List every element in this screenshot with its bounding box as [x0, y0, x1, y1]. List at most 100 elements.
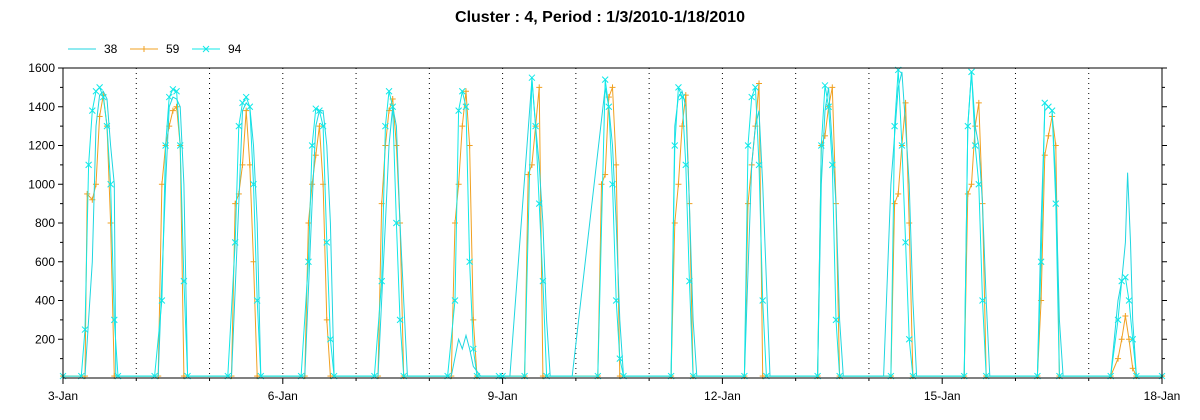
data-point-59	[609, 84, 616, 91]
data-point-59	[455, 181, 462, 188]
data-point-94	[528, 74, 536, 82]
data-point-59	[1045, 132, 1052, 139]
data-point-94	[752, 84, 759, 91]
data-point-59	[158, 181, 165, 188]
plot-frame	[62, 67, 1163, 379]
x-tick-label: 9-Jan	[488, 389, 518, 403]
data-point-94	[455, 107, 462, 114]
data-point-94	[755, 161, 763, 169]
data-point-94	[246, 103, 254, 111]
data-point-59	[598, 181, 605, 188]
data-point-94	[1048, 107, 1056, 114]
data-point-94	[535, 200, 543, 207]
data-point-94	[96, 84, 103, 91]
series-line-38	[84, 71, 1162, 377]
data-point-59	[451, 220, 458, 226]
grid-layer	[135, 68, 1090, 378]
data-point-59	[323, 316, 330, 323]
x-tick-label: 18-Jan	[1144, 389, 1181, 403]
data-point-94	[905, 335, 913, 343]
y-tick-label: 600	[35, 255, 55, 269]
y-tick-label: 1600	[28, 61, 55, 75]
data-point-59	[169, 107, 176, 114]
data-point-94	[759, 297, 767, 304]
data-point-94	[253, 297, 261, 304]
data-point-94	[305, 258, 312, 266]
data-point-59	[895, 190, 902, 197]
data-point-59	[243, 107, 250, 114]
data-point-59	[232, 200, 239, 207]
data-point-94	[393, 219, 400, 227]
data-point-94	[110, 316, 118, 324]
data-point-94	[821, 82, 829, 89]
data-point-94	[466, 258, 473, 266]
y-tick-label: 1000	[28, 177, 55, 191]
y-tick-label: 1200	[28, 139, 55, 153]
data-point-94	[682, 161, 690, 169]
data-point-94	[817, 142, 825, 149]
data-point-59	[246, 161, 253, 168]
data-point-94	[385, 87, 393, 95]
data-point-94	[162, 142, 169, 149]
data-point-94	[173, 87, 180, 95]
data-point-94	[250, 180, 257, 188]
data-point-94	[686, 277, 693, 285]
data-point-59	[316, 123, 323, 130]
data-point-94	[616, 355, 624, 362]
data-point-59	[107, 220, 114, 226]
data-point-59	[462, 88, 469, 95]
data-point-59	[1129, 365, 1136, 372]
data-point-94	[671, 142, 679, 149]
data-point-59	[305, 220, 312, 226]
y-tick-label: 800	[35, 216, 55, 230]
data-point-59	[821, 132, 828, 139]
y-tick-label: 200	[35, 332, 55, 346]
data-point-94	[235, 122, 243, 130]
data-point-94	[675, 84, 682, 91]
data-point-94	[968, 68, 975, 76]
legend-label: 94	[228, 42, 242, 56]
data-point-59	[312, 152, 319, 159]
series-line-59	[63, 83, 1162, 377]
data-point-94	[898, 142, 906, 149]
data-point-94	[176, 142, 184, 149]
data-point-94	[891, 122, 898, 130]
data-point-94	[165, 93, 173, 101]
legend-label: 59	[166, 42, 180, 56]
data-point-59	[968, 181, 975, 188]
data-point-94	[971, 142, 979, 149]
data-point-94	[81, 326, 89, 333]
legend-label: 38	[104, 42, 118, 56]
data-point-94	[601, 76, 609, 83]
data-point-94	[748, 93, 756, 101]
data-point-94	[327, 335, 334, 343]
data-point-94	[158, 297, 166, 304]
data-point-94	[99, 93, 107, 101]
legend-marker	[141, 46, 147, 52]
data-point-59	[756, 80, 763, 87]
data-point-59	[84, 190, 91, 197]
data-point-94	[832, 316, 840, 324]
y-tick-label: 400	[35, 294, 55, 308]
data-point-59	[1122, 313, 1129, 319]
data-point-94	[239, 99, 246, 107]
data-point-94	[451, 297, 459, 304]
data-point-94	[825, 103, 832, 111]
data-point-59	[975, 99, 982, 106]
data-point-94	[612, 297, 620, 304]
legend: 38 59 94	[68, 42, 242, 56]
x-tick-label: 3-Jan	[48, 389, 78, 403]
data-point-94	[242, 93, 250, 101]
data-point-94	[964, 122, 972, 130]
data-point-59	[829, 84, 836, 91]
data-point-59	[906, 220, 913, 226]
data-point-94	[678, 93, 686, 101]
legend-item-94: 94	[192, 42, 242, 56]
data-point-94	[180, 277, 188, 285]
data-point-94	[1052, 200, 1060, 207]
x-tick-label: 6-Jan	[268, 389, 298, 403]
data-point-59	[613, 161, 620, 168]
data-point-94	[316, 107, 323, 114]
data-point-59	[675, 181, 682, 188]
data-point-94	[1125, 297, 1133, 304]
